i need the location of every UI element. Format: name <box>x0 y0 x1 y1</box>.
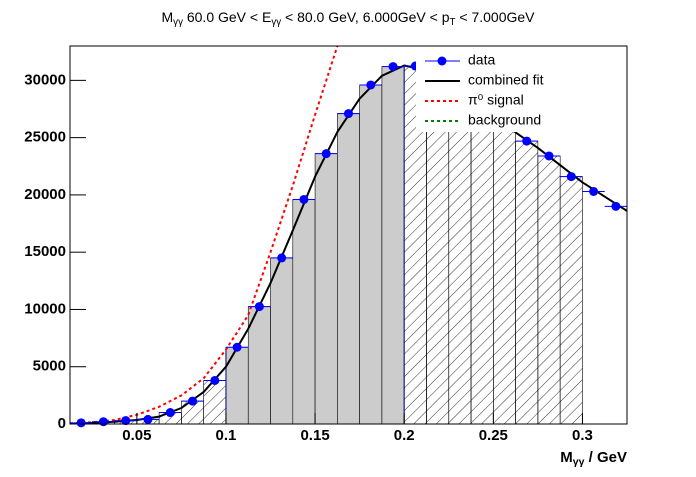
y-tick-label: 15000 <box>24 243 66 260</box>
data-point <box>232 342 242 352</box>
histogram-bar <box>225 346 249 425</box>
x-tick-label: 0.05 <box>122 427 151 444</box>
y-tick-label: 5000 <box>33 358 66 375</box>
legend-label: background <box>468 112 541 128</box>
chart-title-part: < 80.0 GeV, 6.000GeV < p <box>281 9 450 25</box>
histogram-bar <box>470 109 494 425</box>
data-point <box>143 414 153 424</box>
data-point <box>544 151 554 161</box>
chart-title-part: T <box>450 17 456 28</box>
data-point <box>566 172 576 182</box>
histogram-bar <box>359 84 383 425</box>
y-tick-label: 25000 <box>24 129 66 146</box>
histogram-bar <box>337 113 360 425</box>
x-tick-label: 0.25 <box>479 427 508 444</box>
chart-title: Mγγ 60.0 GeV < Eγγ < 80.0 GeV, 6.000GeV … <box>162 9 536 28</box>
chart-title-part: M <box>162 9 174 25</box>
y-tick-label: 0 <box>58 415 66 432</box>
y-tick-label: 20000 <box>24 186 66 203</box>
data-point <box>366 80 376 90</box>
data-point <box>165 408 175 418</box>
legend-label: π⁰ signal <box>468 92 524 108</box>
data-point <box>188 396 198 406</box>
data-point <box>98 417 108 427</box>
fit-line <box>70 46 339 424</box>
histogram-bar <box>559 176 583 425</box>
data-point <box>522 136 532 146</box>
x-tick-label: 0.2 <box>394 427 415 444</box>
x-axis-label: Mγγ / GeV <box>560 449 627 468</box>
chart-title-part: γγ <box>173 17 183 28</box>
histogram-bar <box>493 125 516 425</box>
histogram-bar <box>515 140 539 425</box>
chart-title-part: < 7.000GeV <box>455 9 535 25</box>
data-point <box>344 109 353 119</box>
y-tick-label: 10000 <box>24 300 66 317</box>
x-tick-label: 0.1 <box>216 427 237 444</box>
data-point <box>321 149 331 159</box>
x-tick-label: 0.3 <box>572 427 593 444</box>
histogram-bar <box>292 199 316 425</box>
legend-label: combined fit <box>468 72 544 88</box>
chart-title-part: 60.0 GeV < E <box>183 9 271 25</box>
x-tick-label: 0.15 <box>300 427 329 444</box>
data-point <box>121 416 131 426</box>
data-point <box>277 253 287 263</box>
data-point <box>611 201 621 211</box>
x-axis-label-part: / GeV <box>584 449 627 466</box>
data-point <box>254 302 264 312</box>
data-point <box>76 418 86 428</box>
legend-symbol <box>437 56 447 66</box>
data-point <box>210 375 220 385</box>
histogram-bar <box>314 153 338 425</box>
data-point <box>589 186 599 196</box>
x-axis-label-part: γγ <box>573 456 585 468</box>
data-point <box>388 62 398 72</box>
x-axis-label-part: M <box>560 449 573 466</box>
histogram-bar <box>270 257 294 425</box>
legend-label: data <box>468 52 495 68</box>
histogram-bar <box>448 92 472 425</box>
frame <box>69 45 628 425</box>
histogram-bar <box>537 155 561 425</box>
y-tick-label: 30000 <box>24 71 66 88</box>
chart-title-part: γγ <box>271 17 281 28</box>
histogram-bar <box>381 66 405 425</box>
data-point <box>299 194 309 204</box>
legend-box <box>416 50 626 132</box>
